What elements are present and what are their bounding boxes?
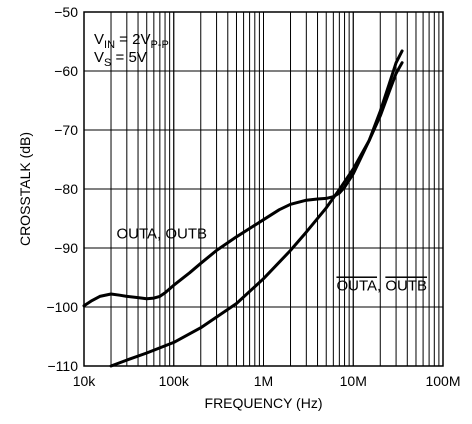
label-outa-outb: OUTA, OUTB: [116, 226, 207, 243]
x-tick-label: 1M: [254, 373, 273, 389]
curve-annotations: OUTA, OUTB OUTA, OUTB: [116, 226, 427, 295]
y-tick-label: −50: [54, 4, 78, 20]
vin-condition: VIN = 2VP-P: [94, 31, 169, 51]
label-outa-outb-inverted: OUTA, OUTB: [336, 277, 427, 294]
y-axis-label: CROSSTALK (dB): [17, 132, 33, 246]
x-tick-label: 10M: [340, 373, 367, 389]
curve-outa-outb: [82, 49, 404, 308]
test-conditions: VIN = 2VP-P VS = 5V: [94, 31, 169, 69]
x-axis-label: FREQUENCY (Hz): [205, 395, 323, 411]
y-tick-label: −70: [54, 122, 78, 138]
curve-outa-outb-inverted: [109, 61, 404, 368]
y-tick-label: −110: [48, 358, 79, 374]
y-tick-label: −60: [54, 63, 78, 79]
vs-condition: VS = 5V: [94, 49, 147, 69]
x-tick-label: 100k: [159, 373, 190, 389]
y-tick-label: −100: [46, 299, 78, 315]
x-tick-label: 100M: [425, 373, 460, 389]
y-tick-label: −80: [54, 181, 78, 197]
curves: [82, 49, 404, 368]
y-tick-label: −90: [54, 240, 78, 256]
grid: [84, 12, 443, 366]
x-tick-label: 10k: [73, 373, 97, 389]
plot-frame: [83, 11, 444, 367]
